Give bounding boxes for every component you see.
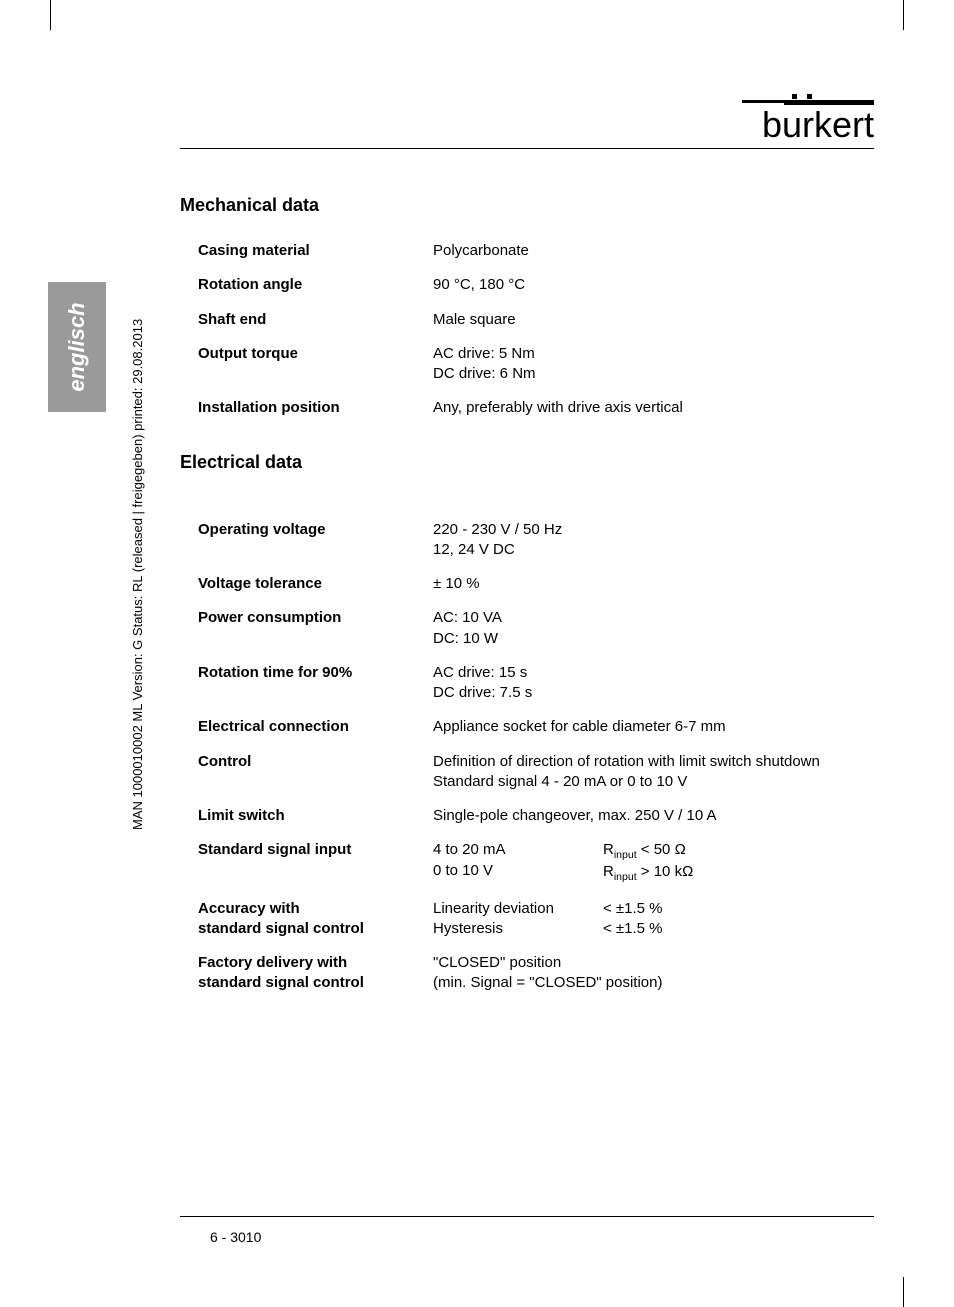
table-row: Electrical connection Appliance socket f… — [198, 710, 892, 744]
spec-label: Electrical connection — [198, 710, 433, 744]
table-row: Factory delivery withstandard signal con… — [198, 946, 892, 1001]
crop-mark — [50, 0, 51, 30]
crop-mark — [903, 0, 904, 30]
table-row: Output torque AC drive: 5 NmDC drive: 6 … — [198, 337, 892, 392]
spec-label: Rotation time for 90% — [198, 656, 433, 711]
spec-value: AC: 10 VADC: 10 W — [433, 601, 892, 656]
table-row: Control Definition of direction of rotat… — [198, 745, 892, 800]
spec-subvalue: Hysteresis — [433, 919, 603, 939]
content: Mechanical data Casing material Polycarb… — [180, 195, 874, 1027]
page: burkert englisch MAN 1000010002 ML Versi… — [0, 0, 954, 1307]
spec-label: Factory delivery withstandard signal con… — [198, 946, 433, 1001]
spec-value: Definition of direction of rotation with… — [433, 745, 892, 800]
language-tab: englisch — [48, 282, 106, 412]
page-number: 6 - 3010 — [210, 1229, 261, 1245]
spec-subvalue: < ±1.5 % — [603, 919, 663, 939]
spec-label: Limit switch — [198, 799, 433, 833]
table-row: Operating voltage 220 - 230 V / 50 Hz12,… — [198, 513, 892, 568]
table-row: Shaft end Male square — [198, 303, 892, 337]
header-rule — [180, 148, 874, 149]
spec-label: Installation position — [198, 391, 433, 425]
spec-label: Accuracy withstandard signal control — [198, 892, 433, 947]
spec-subvalue: < ±1.5 % — [603, 899, 663, 919]
footer-rule — [180, 1216, 874, 1217]
crop-mark — [903, 1277, 904, 1307]
spec-value: AC drive: 15 sDC drive: 7.5 s — [433, 656, 892, 711]
spec-subvalue: 4 to 20 mA — [433, 840, 603, 860]
spec-value: 220 - 230 V / 50 Hz12, 24 V DC — [433, 513, 892, 568]
spec-value: Polycarbonate — [433, 234, 892, 268]
spec-label: Output torque — [198, 337, 433, 392]
spec-subvalue: Rinput < 50 Ω — [603, 840, 693, 862]
table-row: Casing material Polycarbonate — [198, 234, 892, 268]
table-row: Voltage tolerance ± 10 % — [198, 567, 892, 601]
brand-logo: burkert — [762, 96, 874, 146]
section-heading-mechanical: Mechanical data — [180, 195, 874, 216]
spec-value: 90 °C, 180 °C — [433, 268, 892, 302]
spec-value: ± 10 % — [433, 567, 892, 601]
spec-value: Single-pole changeover, max. 250 V / 10 … — [433, 799, 892, 833]
table-row: Standard signal input 4 to 20 mA 0 to 10… — [198, 833, 892, 891]
spec-label: Voltage tolerance — [198, 567, 433, 601]
spec-label: Control — [198, 745, 433, 800]
electrical-table: Operating voltage 220 - 230 V / 50 Hz12,… — [198, 513, 892, 1001]
table-row: Power consumption AC: 10 VADC: 10 W — [198, 601, 892, 656]
section-heading-electrical: Electrical data — [180, 452, 874, 473]
spec-value: Appliance socket for cable diameter 6-7 … — [433, 710, 892, 744]
spec-label: Casing material — [198, 234, 433, 268]
spec-value: Male square — [433, 303, 892, 337]
table-row: Accuracy withstandard signal control Lin… — [198, 892, 892, 947]
mechanical-table: Casing material Polycarbonate Rotation a… — [198, 234, 892, 426]
spec-value: Linearity deviation Hysteresis < ±1.5 % … — [433, 892, 892, 947]
document-id: MAN 1000010002 ML Version: G Status: RL … — [130, 319, 145, 830]
spec-value: AC drive: 5 NmDC drive: 6 Nm — [433, 337, 892, 392]
spec-subvalue: Linearity deviation — [433, 899, 603, 919]
table-row: Rotation time for 90% AC drive: 15 sDC d… — [198, 656, 892, 711]
spec-subvalue: Rinput > 10 kΩ — [603, 862, 693, 884]
spec-label: Shaft end — [198, 303, 433, 337]
spec-value: "CLOSED" position(min. Signal = "CLOSED"… — [433, 946, 892, 1001]
spec-value: Any, preferably with drive axis vertical — [433, 391, 892, 425]
spec-value: 4 to 20 mA 0 to 10 V Rinput < 50 Ω Rinpu… — [433, 833, 892, 891]
table-row: Installation position Any, preferably wi… — [198, 391, 892, 425]
spec-subvalue: 0 to 10 V — [433, 861, 603, 881]
spec-label: Power consumption — [198, 601, 433, 656]
language-tab-label: englisch — [64, 302, 90, 391]
spec-label: Operating voltage — [198, 513, 433, 568]
table-row: Limit switch Single-pole changeover, max… — [198, 799, 892, 833]
spec-label: Rotation angle — [198, 268, 433, 302]
table-row: Rotation angle 90 °C, 180 °C — [198, 268, 892, 302]
spec-label: Standard signal input — [198, 833, 433, 891]
